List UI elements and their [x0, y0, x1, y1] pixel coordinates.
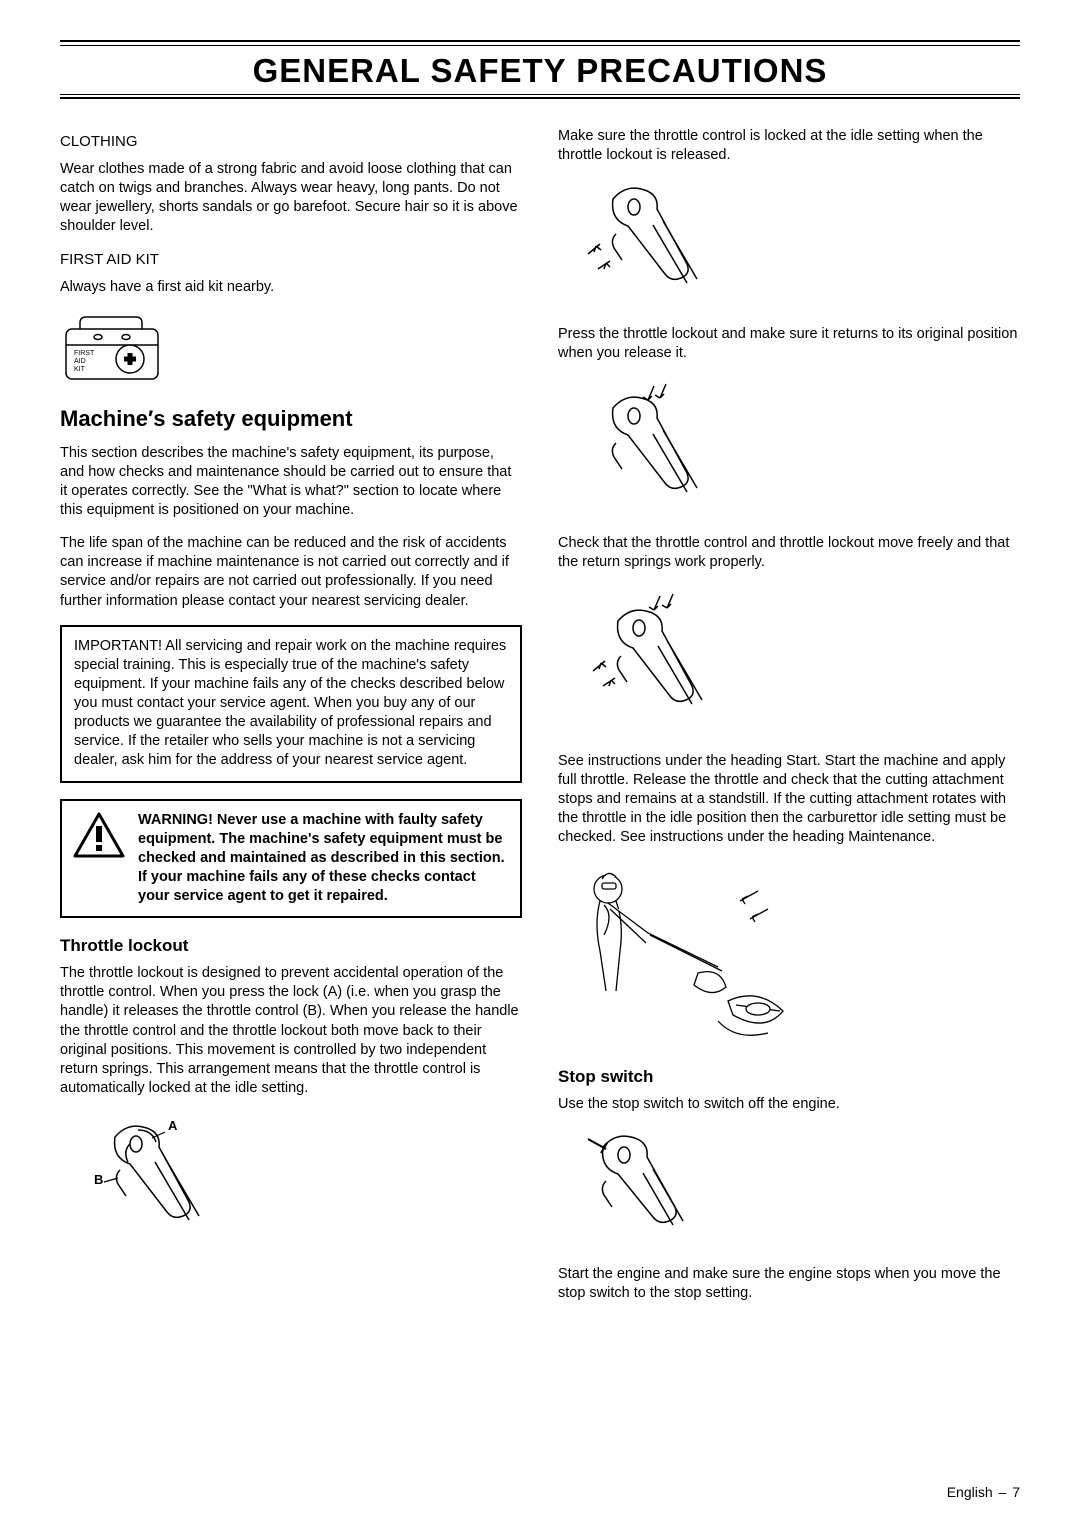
right-column: Make sure the throttle control is locked… [558, 127, 1020, 1317]
warning-text: WARNING! Never use a machine with faulty… [138, 811, 508, 907]
handle-illustration-2 [558, 378, 1020, 518]
footer-language: English [947, 1484, 993, 1500]
stop-switch-heading: Stop switch [558, 1067, 1020, 1087]
clothing-label: CLOTHING [60, 133, 522, 150]
header-rule-below-2 [60, 97, 1020, 99]
label-b: B [94, 1172, 103, 1187]
label-a: A [168, 1118, 178, 1133]
important-box: IMPORTANT! All servicing and repair work… [60, 625, 522, 783]
svg-text:KIT: KIT [74, 366, 86, 373]
clothing-text: Wear clothes made of a strong fabric and… [60, 160, 522, 237]
stop-switch-p1: Use the stop switch to switch off the en… [558, 1095, 1020, 1114]
right-p1: Make sure the throttle control is locked… [558, 127, 1020, 165]
throttle-lockout-heading: Throttle lockout [60, 936, 522, 956]
firstaid-kit-illustration: FIRST AID KIT [60, 311, 522, 386]
page-footer: English – 7 [947, 1484, 1020, 1500]
throttle-lockout-text: The throttle lockout is designed to prev… [60, 964, 522, 1098]
footer-pagenum: 7 [1012, 1484, 1020, 1500]
firstaid-label: FIRST AID KIT [60, 251, 522, 268]
header-rule-below-1 [60, 94, 1020, 95]
footer-dash: – [997, 1484, 1009, 1500]
right-p3: Check that the throttle control and thro… [558, 534, 1020, 572]
safety-equipment-heading: Machine′s safety equipment [60, 406, 522, 432]
svg-text:AID: AID [74, 358, 86, 365]
stop-switch-p2: Start the engine and make sure the engin… [558, 1265, 1020, 1303]
throttle-handle-ab-illustration: A B [60, 1112, 522, 1242]
handle-illustration-3 [558, 586, 1020, 736]
handle-illustration-1 [558, 179, 1020, 309]
content-columns: CLOTHING Wear clothes made of a strong f… [60, 127, 1020, 1317]
svg-text:FIRST: FIRST [74, 350, 95, 357]
right-p2: Press the throttle lockout and make sure… [558, 325, 1020, 363]
warning-icon [72, 811, 126, 864]
stop-switch-illustration [558, 1129, 1020, 1249]
right-p4: See instructions under the heading Start… [558, 752, 1020, 848]
page-title: GENERAL SAFETY PRECAUTIONS [60, 46, 1020, 94]
operator-illustration [558, 861, 1020, 1051]
safety-p1: This section describes the machine's saf… [60, 444, 522, 521]
safety-p2: The life span of the machine can be redu… [60, 534, 522, 611]
firstaid-text: Always have a first aid kit nearby. [60, 278, 522, 297]
warning-box: WARNING! Never use a machine with faulty… [60, 799, 522, 919]
header-rule-top [60, 40, 1020, 42]
left-column: CLOTHING Wear clothes made of a strong f… [60, 127, 522, 1317]
